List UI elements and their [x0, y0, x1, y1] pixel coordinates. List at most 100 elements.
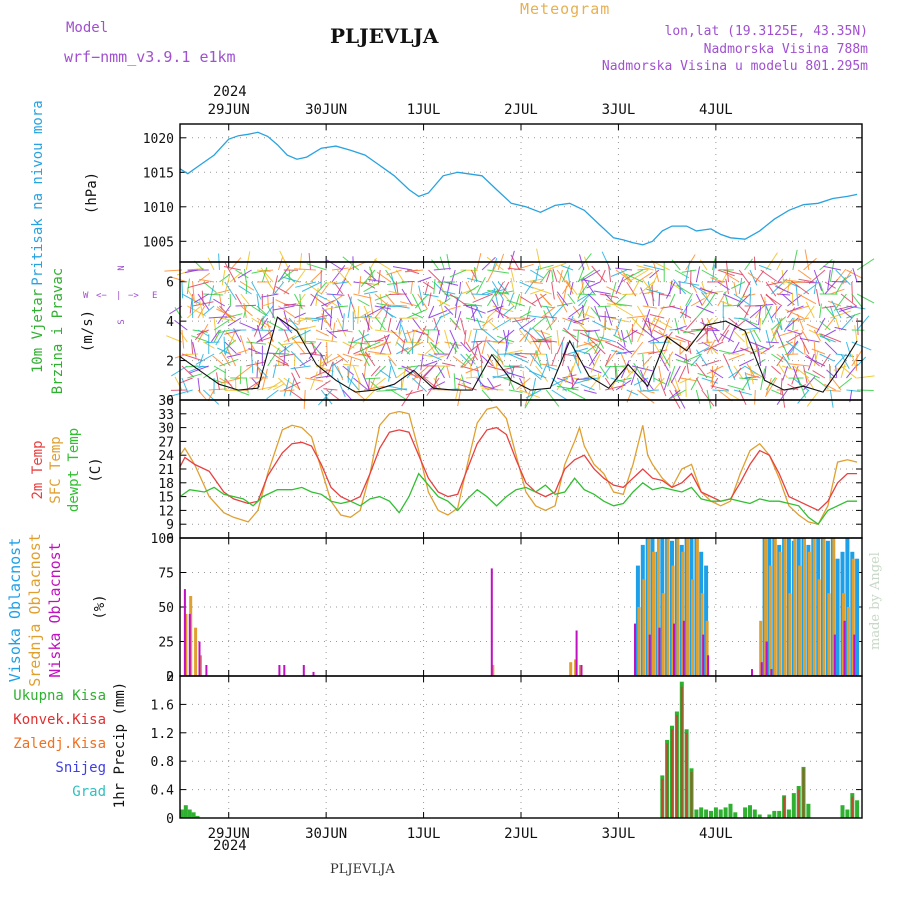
cloud-bar: [673, 623, 675, 676]
wind-barb: [719, 333, 735, 343]
y-tick-label: 9: [166, 518, 174, 533]
wind-barb: [776, 389, 788, 405]
wind-barb: [412, 365, 429, 381]
x-tick-label-top: 4JUL: [699, 102, 733, 118]
wind-barb: [284, 303, 306, 307]
wind-barb: [454, 310, 462, 331]
wind-barb: [590, 353, 601, 373]
model-altitude-label: Nadmorska Visina u modelu 801.295m: [601, 59, 868, 74]
wind-barb: [722, 353, 731, 368]
y-tick-label: 25: [158, 636, 174, 651]
wind-barb: [420, 353, 424, 371]
wind-barb: [739, 317, 758, 326]
wind-barb: [785, 309, 804, 319]
wind-barb: [583, 389, 597, 394]
wind-barb: [482, 317, 494, 327]
wind-barb: [572, 317, 588, 332]
wind-barb: [441, 362, 456, 367]
wind-barb: [519, 389, 540, 399]
wind-barb: [786, 341, 799, 358]
wind-barb: [376, 389, 397, 392]
wind-barb: [667, 365, 676, 387]
pressure-line: [179, 131, 858, 246]
wind-barb: [524, 327, 531, 343]
wind-barb: [444, 341, 462, 347]
wind-barb: [758, 264, 772, 271]
wind-barb: [180, 377, 193, 384]
wind-barb: [839, 307, 853, 319]
wind-barb: [332, 281, 349, 285]
wind-barb: [519, 310, 532, 319]
wind-barb: [797, 269, 812, 280]
wind-barb: [194, 329, 204, 341]
wind-barb: [599, 293, 619, 298]
wind-barb: [212, 355, 226, 367]
wind-barb: [275, 299, 290, 307]
wind-barb: [653, 317, 673, 329]
cloud-bar: [569, 662, 573, 676]
wind-barb: [369, 266, 376, 283]
wind-barb: [722, 316, 725, 331]
wind-barb: [514, 293, 521, 310]
wind-barb: [497, 329, 515, 344]
wind-barb: [560, 341, 563, 363]
wind-barb: [663, 371, 671, 391]
wind-barb: [803, 375, 816, 391]
wind-barb: [599, 315, 617, 319]
y-tick-label: 50: [158, 601, 174, 616]
wind-speed-line: [179, 316, 858, 393]
wind-barb: [401, 338, 406, 355]
wind-barb: [792, 249, 798, 271]
wind-barb: [446, 341, 456, 360]
wind-barb: [299, 325, 316, 331]
precip-bar: [699, 807, 704, 818]
wind-barb: [474, 303, 483, 319]
y-tick-label: 27: [158, 435, 174, 450]
wind-unit-label: (m/s): [80, 310, 96, 352]
wind-barb: [556, 385, 579, 391]
wind-barb: [388, 365, 392, 382]
cloud-bar: [803, 538, 806, 676]
wind-barb: [439, 299, 446, 319]
wind-barb: [616, 341, 633, 355]
wind-barb: [481, 256, 496, 271]
wind-barb: [747, 272, 761, 283]
wind-barb: [550, 339, 553, 355]
wind-barb: [812, 370, 826, 379]
wind-barb: [720, 300, 735, 307]
wind-barb: [749, 341, 770, 350]
wind-barb: [567, 389, 586, 400]
wind-barb: [201, 290, 204, 307]
wind-barb: [358, 276, 362, 295]
wind-barb: [342, 262, 354, 283]
wind-barb: [610, 269, 627, 277]
wind-barb: [301, 281, 322, 292]
wind-barb: [224, 313, 243, 319]
temp-axis-label-1: SFC Temp: [48, 436, 64, 503]
wind-barb: [187, 281, 209, 289]
wind-barb: [685, 353, 690, 374]
wind-barb: [502, 305, 515, 316]
wind-barb: [487, 305, 504, 313]
wind-barb: [615, 379, 632, 391]
wind-barb: [203, 367, 218, 379]
wind-barb: [836, 305, 852, 311]
wind-barb: [335, 305, 349, 308]
wind-barb: [605, 365, 627, 368]
wind-barb: [545, 305, 556, 323]
wind-barb: [306, 263, 327, 271]
wind-barb: [511, 317, 531, 323]
wind-barb: [829, 389, 834, 408]
wind-barb: [401, 389, 413, 407]
wind-barb: [565, 365, 574, 384]
wind-barb: [739, 377, 758, 381]
wind-barb: [379, 317, 386, 331]
wind-barb: [449, 329, 459, 349]
y-tick-label: 12: [158, 504, 174, 519]
wind-barb: [556, 302, 573, 307]
precip-unit-label: 1hr Precip (mm): [112, 682, 128, 808]
wind-barb: [701, 389, 715, 407]
temp-axis-label-2: dewpt Temp: [66, 428, 82, 512]
wind-barb: [807, 353, 815, 371]
wind-axis-label: 10m Vjetar: [30, 289, 46, 373]
